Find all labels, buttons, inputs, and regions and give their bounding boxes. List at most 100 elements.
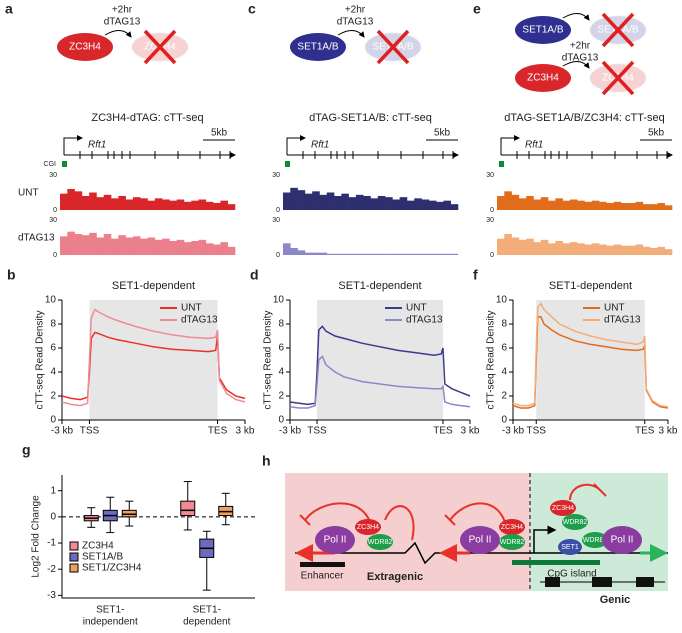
coverage-bar — [363, 196, 371, 210]
coverage-bar — [60, 193, 68, 210]
inhibition — [444, 502, 506, 526]
axes — [512, 300, 668, 421]
coverage-bar — [341, 193, 349, 210]
coverage-bar — [205, 201, 214, 210]
coverage-bar — [526, 196, 534, 210]
coverage-bar — [290, 248, 298, 255]
coverage-bar — [326, 253, 335, 255]
y-tick-label: 0 — [501, 415, 507, 426]
coverage-bar — [591, 243, 600, 255]
coverage-bar — [450, 204, 459, 210]
coverage-bar — [147, 200, 156, 210]
treatment: +2hr — [345, 5, 366, 16]
panel-label: h — [262, 453, 271, 469]
gene-name: Rft1 — [311, 140, 329, 151]
coverage-bar — [227, 246, 236, 255]
y-tick-label: 1 — [50, 485, 56, 496]
protein — [515, 16, 571, 44]
legend-label: dTAG13 — [181, 315, 218, 326]
label: ZC3H4 — [552, 505, 574, 512]
coverage-bar — [533, 242, 542, 255]
coverage-bar — [111, 238, 119, 255]
coverage-bar — [642, 204, 651, 210]
coverage-bar — [642, 246, 651, 255]
protein — [57, 33, 113, 61]
y-tick-label: 8 — [50, 319, 56, 330]
coverage-bar — [657, 203, 666, 210]
tss-arrow — [63, 135, 83, 155]
coverage-bar — [385, 197, 393, 210]
coverage-bar — [297, 250, 306, 255]
coverage-bar — [428, 253, 437, 255]
x-tick-label: TES — [635, 426, 655, 437]
label: SET1 — [561, 544, 579, 551]
axes — [61, 300, 245, 421]
y-tick-label: 8 — [501, 319, 507, 330]
y-tick-label: -1 — [47, 538, 56, 549]
coverage-bar — [650, 204, 658, 210]
track-title: ZC3H4-dTAG: cTT-seq — [91, 112, 203, 124]
panel-label: e — [473, 1, 481, 17]
coverage-bar — [319, 194, 328, 210]
coverage-bar — [406, 200, 415, 210]
exon — [545, 577, 560, 587]
coverage-bar — [385, 253, 393, 255]
coverage-bar — [370, 198, 379, 210]
wdr82 — [582, 532, 608, 548]
y-tick-label: -3 — [47, 590, 56, 601]
coverage-bar — [290, 187, 298, 210]
coverage-bar — [599, 201, 607, 210]
cgi-label: CGI — [44, 161, 57, 168]
gene-name: Rft1 — [525, 140, 543, 151]
coverage-bar — [518, 239, 527, 255]
coverage-bar — [89, 232, 97, 255]
y-tick-label: 10 — [273, 295, 285, 306]
coverage-bar — [628, 203, 636, 210]
coverage-bar — [74, 191, 83, 210]
y-tick-label: 30 — [49, 217, 57, 224]
coverage-bar — [562, 200, 571, 210]
model-diagram: h Enhancer Extragenic CpG island Genic P… — [262, 453, 668, 606]
treatment: dTAG13 — [337, 17, 374, 28]
y-tick-label: 6 — [501, 343, 507, 354]
coverage-bar — [355, 253, 364, 255]
coverage-bar — [518, 198, 527, 210]
arrow — [104, 30, 132, 38]
coverage-bar — [392, 199, 400, 210]
coverage-bar — [140, 198, 148, 210]
coverage-bar — [74, 234, 83, 255]
coverage-bar — [96, 197, 105, 210]
coverage-bar — [414, 253, 422, 255]
x-tick-label: SET1- — [193, 605, 221, 616]
inhibition — [384, 505, 415, 541]
coverage-bar — [511, 237, 520, 255]
coverage-bar — [399, 253, 408, 255]
coverage-bar — [154, 239, 163, 255]
y-tick-label: -2 — [47, 564, 56, 575]
row-label: UNT — [18, 188, 39, 199]
y-tick-label: 0 — [278, 415, 284, 426]
coverage-bar — [497, 196, 505, 210]
coverage-bar — [103, 234, 112, 255]
coverage-bar — [526, 238, 534, 255]
y-tick-label: 0 — [490, 207, 494, 214]
coverage-bar — [497, 238, 505, 255]
legend-swatch — [69, 541, 79, 551]
exon — [636, 577, 654, 587]
coverage-bar — [540, 197, 549, 210]
label: Pol II — [324, 535, 347, 546]
coverage-bar — [89, 192, 97, 210]
y-axis-label: cTT-seq Read Density — [263, 311, 274, 410]
coverage-bar — [169, 241, 177, 255]
x-tick-label: TES — [433, 426, 453, 437]
coverage-bar — [81, 235, 90, 255]
x-tick-label: -3 kb — [279, 426, 302, 437]
coverage-bar — [635, 244, 644, 255]
coverage-bar — [377, 253, 386, 255]
wdr82 — [367, 534, 393, 550]
track-title: dTAG-SET1A/B/ZC3H4: cTT-seq — [504, 112, 665, 124]
y-tick-label: 30 — [272, 217, 280, 224]
coverage-bar — [392, 253, 400, 255]
coverage-bar — [370, 253, 379, 255]
